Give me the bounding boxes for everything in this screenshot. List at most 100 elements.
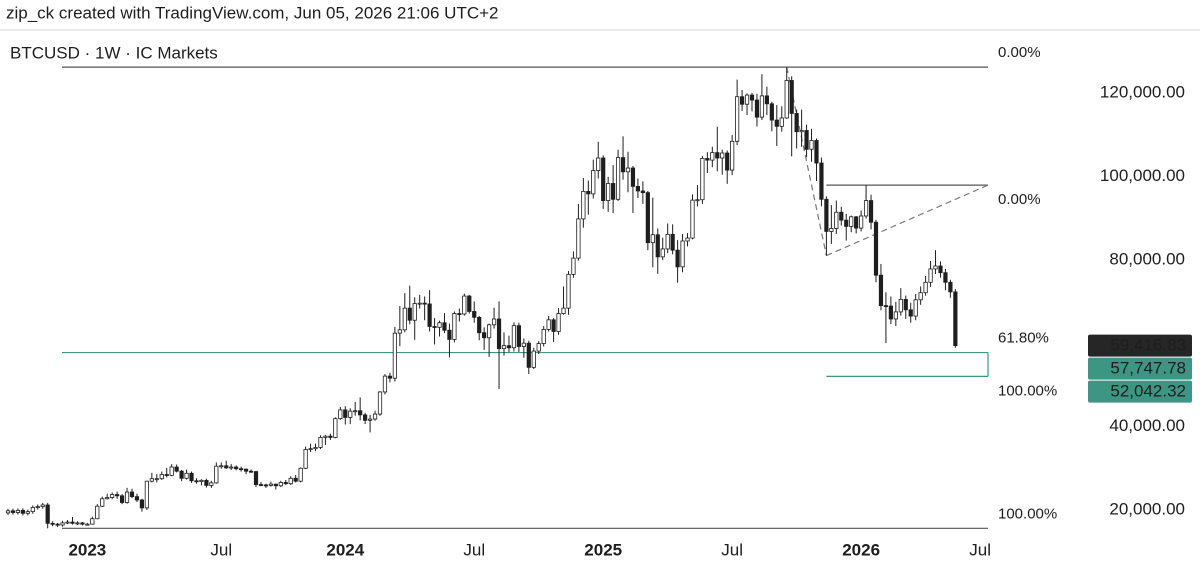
chart-title: BTCUSD · 1W · IC Markets <box>10 43 218 62</box>
candle-body <box>313 447 318 450</box>
candle-body <box>571 257 576 275</box>
candle-body <box>407 307 412 321</box>
candle-body <box>55 523 60 526</box>
candle-body <box>566 273 571 309</box>
candle-body <box>184 472 189 479</box>
candle-body <box>591 170 596 195</box>
candle-body <box>432 326 437 328</box>
candle-body <box>506 345 512 349</box>
candle-body <box>923 281 928 294</box>
candle-body <box>660 248 665 258</box>
candle-body <box>288 477 293 485</box>
candle-body <box>645 192 650 244</box>
candle-body <box>888 305 893 320</box>
candle-body <box>868 200 874 223</box>
candle-body <box>199 479 204 483</box>
candle-body <box>258 484 264 486</box>
candle-body <box>730 140 735 171</box>
fib-level-label: 0.00% <box>998 191 1041 208</box>
header: zip_ck created with TradingView.com, Jun… <box>6 3 499 22</box>
candle-body <box>824 198 829 232</box>
candle-body <box>124 491 130 503</box>
candle-body <box>596 157 601 171</box>
candle-body <box>243 468 249 472</box>
candle-body <box>819 162 824 200</box>
candle-body <box>333 418 338 438</box>
candle-body <box>144 480 149 509</box>
candle-body <box>90 518 95 525</box>
candle-body <box>134 496 140 501</box>
candle-body <box>119 495 125 503</box>
candle-body <box>601 157 606 201</box>
candle-body <box>487 324 492 339</box>
candle-body <box>35 506 40 509</box>
candle-body <box>715 152 720 159</box>
candle-body <box>239 468 244 471</box>
candle-body <box>680 240 685 268</box>
candle-body <box>328 435 333 438</box>
candle-body <box>397 329 402 334</box>
candle-body <box>417 302 422 305</box>
candle-body <box>834 211 839 229</box>
candle-body <box>725 152 730 171</box>
candle-body <box>427 303 432 327</box>
x-tick-label: Jul <box>210 540 232 559</box>
candle-body <box>248 470 254 473</box>
price-label-box <box>1088 334 1192 357</box>
candle-body <box>739 96 745 105</box>
candle-body <box>224 465 229 469</box>
candle-body <box>447 329 452 340</box>
candle-body <box>308 448 313 451</box>
candle-body <box>263 484 269 487</box>
candle-body <box>268 483 273 486</box>
candle-body <box>700 158 705 201</box>
candle-body <box>898 298 903 313</box>
candle-body <box>844 219 849 227</box>
x-tick-label: 2026 <box>842 540 880 559</box>
candle-body <box>392 332 397 379</box>
candle-body <box>278 482 283 487</box>
candle-body <box>283 482 288 485</box>
candle-body <box>903 298 908 311</box>
candle-body <box>774 119 779 127</box>
candle-body <box>363 414 368 421</box>
candle-body <box>367 418 373 421</box>
candle-body <box>521 342 526 347</box>
candle-body <box>744 94 750 105</box>
candle-body <box>164 474 169 476</box>
candle-body <box>50 522 55 525</box>
y-tick-label: 80,000.00 <box>1109 249 1185 268</box>
fib-level-label: 0.00% <box>998 44 1041 61</box>
candle-body <box>60 522 65 526</box>
candle-body <box>273 483 278 487</box>
candle-body <box>219 465 224 468</box>
candle-body <box>863 200 869 217</box>
candle-body <box>655 234 660 258</box>
y-tick-label: 40,000.00 <box>1109 416 1185 435</box>
candle-body <box>640 190 645 194</box>
x-tick-label: 2024 <box>326 540 364 559</box>
candle-body <box>100 498 105 507</box>
candle-body <box>149 478 154 482</box>
candle-body <box>129 491 135 498</box>
candle-body <box>893 311 898 320</box>
candle-body <box>179 470 184 479</box>
candle-body <box>913 299 918 317</box>
candle-body <box>839 211 844 221</box>
fib-level-label: 100.00% <box>998 505 1057 522</box>
candle-body <box>25 511 30 514</box>
candle-body <box>65 521 70 524</box>
candle-body <box>620 157 626 173</box>
y-tick-label: 100,000.00 <box>1100 166 1185 185</box>
candle-body <box>735 96 740 142</box>
candle-body <box>769 103 774 121</box>
candle-body <box>15 509 21 513</box>
candle-body <box>918 292 923 301</box>
candle-body <box>204 479 209 486</box>
x-tick-label: 2025 <box>584 540 622 559</box>
candle-body <box>154 478 159 481</box>
candle-body <box>938 265 943 274</box>
price-label: 57,747.78 <box>1110 359 1186 378</box>
